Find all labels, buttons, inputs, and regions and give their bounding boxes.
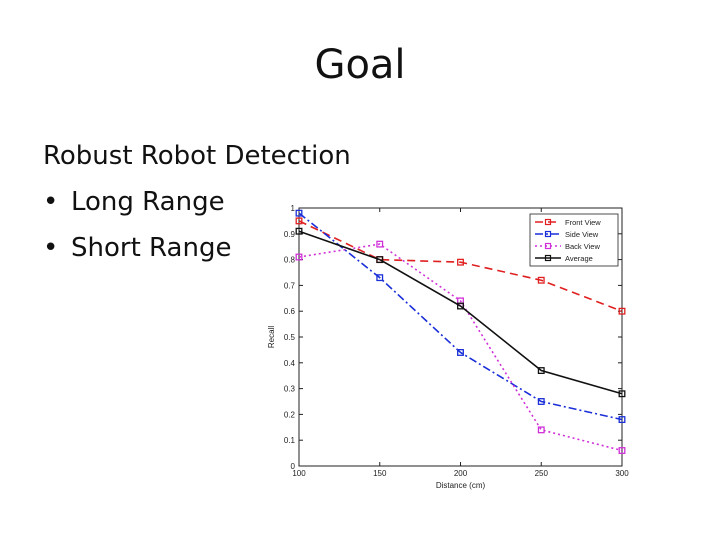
slide-body: Robust Robot Detection • Long Range • Shor…: [43, 133, 351, 271]
x-tick-label: 250: [535, 469, 549, 478]
data-point-average: [295, 227, 303, 235]
data-point-back-view: [618, 447, 626, 454]
data-point-front-view: [618, 307, 626, 315]
y-tick-label: 0.8: [284, 256, 296, 265]
data-point-back-view: [376, 240, 384, 248]
data-point-side-view: [376, 274, 384, 282]
slide-heading: Robust Robot Detection: [43, 141, 351, 171]
x-tick-label: 200: [454, 469, 468, 478]
legend-marker-side-view: [544, 230, 552, 238]
x-tick-label: 150: [373, 469, 387, 478]
y-tick-label: 0.3: [284, 385, 296, 394]
x-axis-label: Distance (cm): [436, 481, 486, 490]
data-point-average: [376, 256, 384, 264]
legend-label-side-view: Side View: [565, 230, 599, 239]
data-point-back-view: [537, 426, 545, 434]
y-axis-label: Recall: [267, 326, 276, 348]
data-point-back-view: [295, 253, 303, 261]
data-point-side-view: [537, 398, 545, 405]
x-tick-label: 100: [292, 469, 306, 478]
legend-label-average: Average: [565, 254, 593, 263]
y-tick-label: 0.1: [284, 436, 296, 445]
data-point-front-view: [457, 258, 464, 266]
bullet-item: • Long Range: [43, 179, 351, 225]
legend-label-front-view: Front View: [565, 218, 601, 227]
bullet-text: Short Range: [71, 233, 232, 263]
data-point-side-view: [295, 209, 303, 217]
series-line-back-view: [298, 243, 623, 452]
legend-marker-average: [544, 254, 552, 262]
y-tick-label: 0.2: [284, 410, 296, 419]
bullet-text: Long Range: [71, 187, 225, 217]
y-tick-label: 1: [291, 204, 296, 213]
series-line-side-view: [298, 212, 623, 421]
x-tick-label: 300: [615, 469, 629, 478]
legend-label-back-view: Back View: [565, 242, 600, 251]
data-point-average: [618, 390, 626, 398]
y-tick-label: 0.6: [284, 307, 296, 316]
data-point-side-view: [457, 349, 464, 356]
series-line-front-view: [298, 220, 623, 312]
bullet-dot: •: [43, 233, 59, 263]
data-point-side-view: [618, 416, 626, 424]
legend-marker-back-view: [544, 242, 552, 250]
y-tick-label: 0.7: [284, 281, 296, 290]
bullet-dot: •: [43, 187, 59, 217]
y-tick-label: 0.4: [284, 359, 296, 368]
legend-marker-front-view: [544, 218, 552, 226]
bullet-item: • Short Range: [43, 225, 351, 271]
series-line-average: [298, 230, 623, 395]
data-point-front-view: [295, 217, 303, 225]
y-tick-label: 0: [291, 462, 296, 471]
slide-title: Goal: [314, 42, 406, 88]
recall-line-chart: 0 0.1 0.2 0.3 0.4 0.5 0.6 0.7 0.8 0.9 1 100 150 200 25…: [267, 204, 629, 490]
data-point-average: [537, 367, 545, 374]
data-point-average: [457, 302, 464, 310]
data-point-front-view: [537, 276, 545, 284]
y-tick-label: 0.9: [284, 230, 296, 239]
y-tick-label: 0.5: [284, 333, 296, 342]
